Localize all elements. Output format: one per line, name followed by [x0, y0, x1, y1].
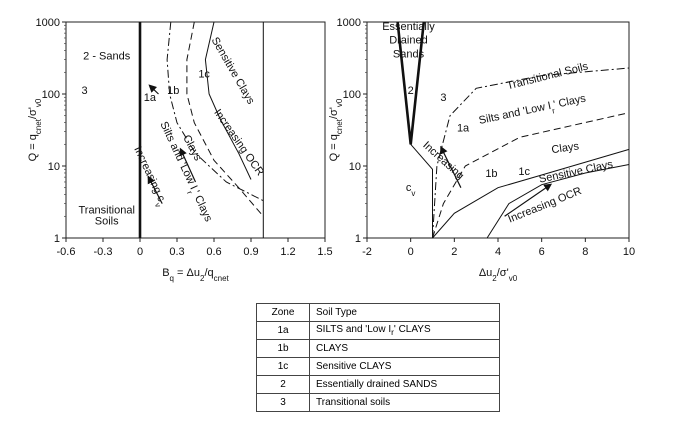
boundary-line: [204, 21, 252, 180]
annotation-label: Sensitive Clays: [538, 158, 615, 185]
x-axis-title: Bq = Δu2/qcnet: [162, 267, 229, 283]
x-axis-title: Δu2/σ'v0: [479, 267, 518, 283]
table-row: 1b CLAYS: [256, 339, 500, 358]
boundary-line: [432, 67, 630, 239]
boundary-line: [432, 112, 630, 239]
annotation-label: Increasing: [420, 139, 466, 182]
x-tick-label: 2: [451, 246, 457, 258]
boundary-line: [432, 148, 630, 239]
y-axis-title: Q = qcnet/σ'v0: [27, 98, 43, 161]
x-tick-label: 0: [408, 246, 414, 258]
annotation-label: Soils: [95, 215, 119, 227]
zone-cell: 1b: [256, 339, 310, 358]
annotation-label: Silts and 'Low Ir' Clays: [478, 92, 588, 130]
x-tick-label: 10: [623, 246, 635, 258]
x-tick-label: -0.6: [57, 246, 76, 258]
table-row: 1a SILTS and 'Low Ir' CLAYS: [256, 321, 500, 340]
y-tick-label: 1: [54, 233, 60, 245]
annotation-label: Increasing OCR: [506, 185, 583, 225]
x-tick-label: 4: [495, 246, 501, 258]
zone-legend-table: Zone Soil Type 1a SILTS and 'Low Ir' CLAY…: [256, 303, 500, 412]
soil-type-cell: Sensitive CLAYS: [309, 357, 500, 376]
zone-label: 1a: [457, 123, 470, 135]
boundary-line: [410, 143, 433, 239]
y-tick-label: 100: [42, 89, 60, 101]
zone-label: 1c: [518, 166, 530, 178]
plot-frame: [65, 21, 326, 239]
annotation-label: Increasing cv: [128, 145, 169, 209]
soil-type-cell: Transitional soils: [309, 393, 500, 412]
annotation-label: cv: [406, 182, 416, 198]
annotation-label: Clays: [551, 140, 580, 156]
y-tick-label: 1000: [36, 17, 60, 29]
table-row: 2 Essentially drained SANDS: [256, 375, 500, 394]
y-tick-label: 1000: [337, 17, 361, 29]
x-tick-label: 1.2: [280, 246, 295, 258]
boundary-line: [186, 21, 264, 217]
boundary-line: [166, 21, 264, 202]
header-soil-type: Soil Type: [309, 303, 500, 322]
x-tick-label: -0.3: [94, 246, 113, 258]
x-tick-label: 0: [137, 246, 143, 258]
annotation-label: Increasing OCR: [211, 107, 266, 178]
table-header-row: Zone Soil Type: [256, 303, 500, 322]
zone-cell: 1a: [256, 321, 310, 340]
y-tick-label: 10: [48, 161, 60, 173]
annotation-label: Essentially: [382, 21, 435, 33]
boundary-line: [486, 164, 630, 239]
y-tick-label: 10: [349, 161, 361, 173]
zone-label: 3: [81, 85, 87, 97]
trend-arrow: [147, 175, 163, 204]
y-tick-label: 100: [343, 89, 361, 101]
y-axis-title: Q = qcnet/σ'v0: [328, 98, 344, 161]
trend-arrow: [440, 145, 462, 188]
zone-label: 1a: [144, 92, 157, 104]
x-tick-label: 6: [539, 246, 545, 258]
bq-chart-plot: -0.6 -0.3 0 0.3 0.6 0.9 1.2 1.5 1 10 100 1000 Bq = Δ…: [27, 17, 333, 283]
trend-arrow: [504, 183, 553, 217]
annotation-label: Sensitive Clays: [209, 35, 257, 107]
annotation-label: Transitional Soils: [506, 60, 590, 92]
header-zone: Zone: [256, 303, 310, 322]
annotation-label: Drained: [389, 35, 428, 47]
zone-label: 1b: [167, 85, 179, 97]
pore-pressure-chart-plot: -2 0 2 4 6 8 10 1 10 100 1000 Δu2/σ'v0 Q = qcnet/σ'v…: [328, 17, 635, 283]
table-row: 1c Sensitive CLAYS: [256, 357, 500, 376]
zone-label: 1c: [198, 68, 210, 80]
x-tick-label: 8: [582, 246, 588, 258]
soil-type-cell: Essentially drained SANDS: [309, 375, 500, 394]
trend-arrow: [179, 147, 197, 183]
x-tick-label: 0.9: [243, 246, 258, 258]
y-tick-label: 1: [355, 233, 361, 245]
zone-cell: 3: [256, 393, 310, 412]
zone-label: 3: [440, 92, 446, 104]
annotation-label: Sands: [393, 49, 425, 61]
x-tick-label: 1.5: [317, 246, 332, 258]
zone-cell: 2: [256, 375, 310, 394]
zone-label: 1b: [485, 168, 497, 180]
x-tick-label: 0.6: [206, 246, 221, 258]
zone-cell: 1c: [256, 357, 310, 376]
x-tick-label: 0.3: [169, 246, 184, 258]
soil-type-cell: SILTS and 'Low Ir' CLAYS: [309, 321, 500, 340]
table-row: 3 Transitional soils: [256, 393, 500, 412]
annotation-label: 2 - Sands: [83, 51, 131, 63]
trend-arrow: [148, 84, 159, 95]
soil-type-cell: CLAYS: [309, 339, 500, 358]
zone-label: 2: [408, 85, 414, 97]
annotation-label: Transitional: [78, 204, 134, 216]
x-tick-label: -2: [362, 246, 372, 258]
